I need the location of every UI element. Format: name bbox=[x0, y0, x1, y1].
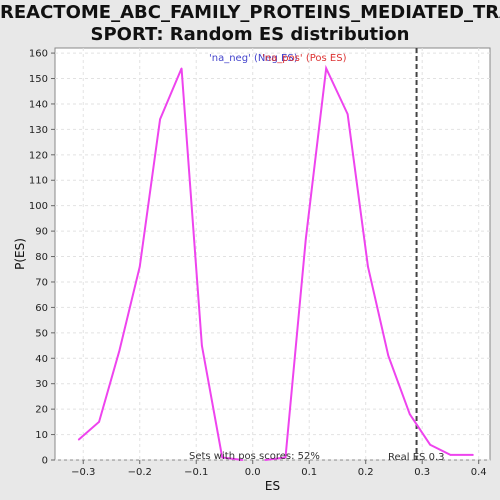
data-point bbox=[367, 266, 369, 268]
plot-area bbox=[55, 48, 490, 460]
x-tick-label: −0.1 bbox=[184, 467, 208, 478]
y-tick-label: 100 bbox=[29, 201, 48, 212]
y-tick-label: 110 bbox=[29, 176, 48, 187]
data-point bbox=[201, 345, 203, 347]
data-point bbox=[119, 350, 121, 352]
y-tick-label: 70 bbox=[35, 277, 48, 288]
y-tick-label: 50 bbox=[35, 328, 48, 339]
y-tick-label: 90 bbox=[35, 227, 48, 238]
data-point bbox=[347, 113, 349, 115]
x-tick-label: −0.3 bbox=[71, 467, 95, 478]
y-tick-label: 130 bbox=[29, 125, 48, 136]
y-tick-label: 60 bbox=[35, 303, 48, 314]
data-point bbox=[388, 355, 390, 357]
x-axis-label: ES bbox=[265, 479, 280, 493]
y-tick-label: 30 bbox=[35, 379, 48, 390]
y-tick-label: 20 bbox=[35, 405, 48, 416]
legend-pos-es: 'na_pos' (Pos ES) bbox=[262, 53, 347, 64]
real-es-label: Real ES 0.3 bbox=[388, 452, 444, 463]
data-point bbox=[159, 118, 161, 120]
x-tick-label: −0.2 bbox=[128, 467, 152, 478]
y-tick-label: 10 bbox=[35, 430, 48, 441]
y-tick-label: 40 bbox=[35, 354, 48, 365]
data-point bbox=[305, 238, 307, 240]
x-tick-label: 0.1 bbox=[301, 467, 317, 478]
y-tick-label: 140 bbox=[29, 99, 48, 110]
y-tick-label: 0 bbox=[42, 456, 48, 467]
x-tick-label: 0.4 bbox=[471, 467, 487, 478]
x-tick-label: 0.0 bbox=[245, 467, 261, 478]
data-point bbox=[325, 68, 327, 70]
x-tick-label: 0.3 bbox=[414, 467, 430, 478]
data-point bbox=[181, 68, 183, 70]
x-tick-label: 0.2 bbox=[358, 467, 374, 478]
y-tick-label: 160 bbox=[29, 49, 48, 60]
y-tick-label: 150 bbox=[29, 74, 48, 85]
data-point bbox=[139, 266, 141, 268]
data-point bbox=[98, 421, 100, 423]
y-axis-label: P(ES) bbox=[13, 238, 27, 270]
data-point bbox=[450, 454, 452, 456]
data-point bbox=[429, 444, 431, 446]
y-tick-label: 120 bbox=[29, 150, 48, 161]
pos-scores-annotation: Sets with pos scores: 52% bbox=[189, 451, 320, 462]
data-point bbox=[78, 439, 80, 441]
y-tick-label: 80 bbox=[35, 252, 48, 263]
data-point bbox=[409, 413, 411, 415]
data-point bbox=[472, 454, 474, 456]
